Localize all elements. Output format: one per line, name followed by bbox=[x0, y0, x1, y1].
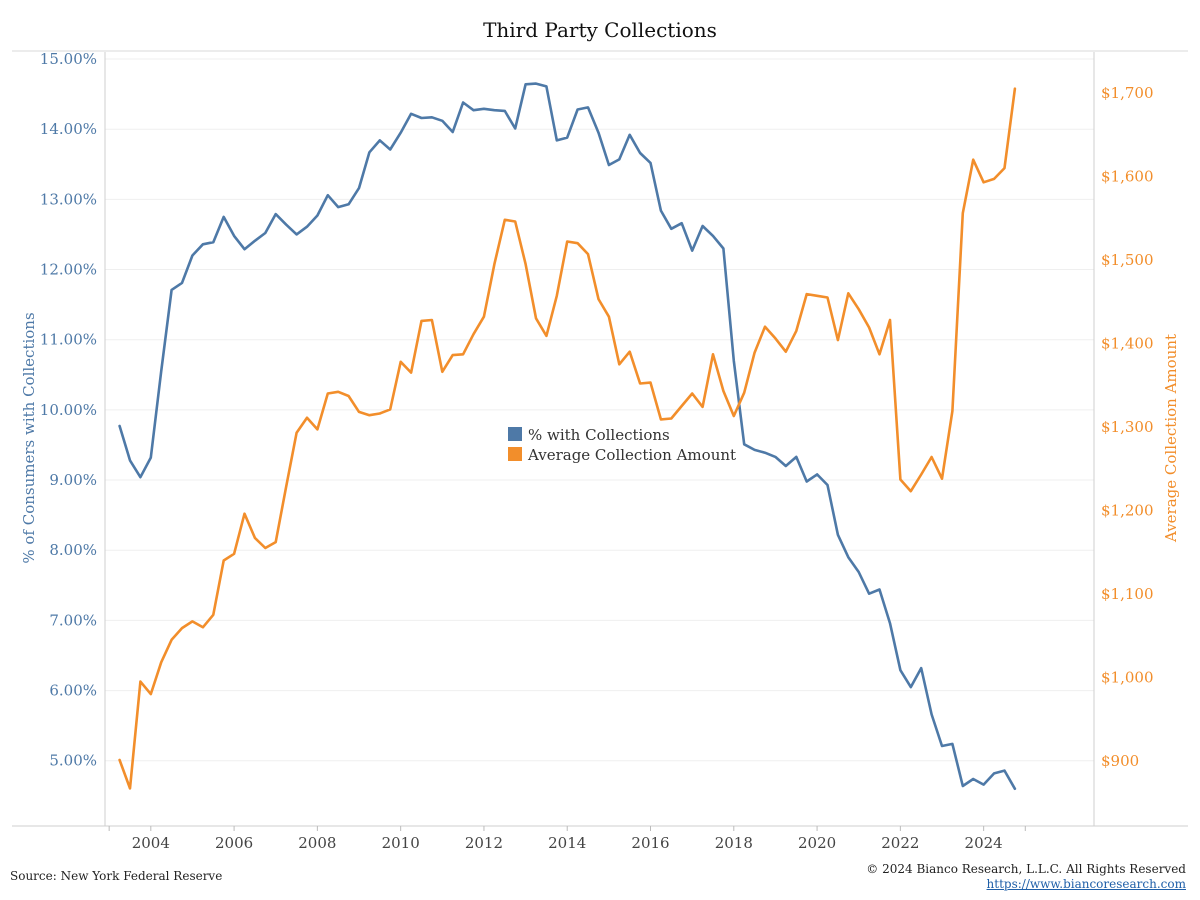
right-tick-label: $1,200 bbox=[1101, 501, 1154, 519]
left-tick-label: 6.00% bbox=[49, 682, 97, 700]
left-tick-label: 13.00% bbox=[40, 190, 97, 208]
left-tick-label: 5.00% bbox=[49, 752, 97, 770]
right-axis-label: Average Collection Amount bbox=[1162, 334, 1180, 543]
copyright-text: © 2024 Bianco Research, L.L.C. All Right… bbox=[866, 862, 1186, 876]
x-tick-label: 2022 bbox=[881, 834, 919, 852]
right-tick-label: $1,500 bbox=[1101, 251, 1154, 269]
left-tick-label: 12.00% bbox=[40, 261, 97, 279]
x-tick-label: 2008 bbox=[298, 834, 336, 852]
gridlines bbox=[105, 58, 1094, 762]
right-y-axis: $900 $1,000 $1,100 $1,200 $1,300 $1,400 $1,500… bbox=[1101, 84, 1154, 770]
plot-frame bbox=[12, 52, 1188, 827]
legend-swatch-pct bbox=[508, 427, 522, 441]
right-tick-label: $1,000 bbox=[1101, 668, 1154, 686]
pct-collections-line bbox=[118, 82, 1017, 791]
right-tick-label: $1,700 bbox=[1101, 84, 1154, 102]
legend-label-pct: % with Collections bbox=[528, 426, 670, 444]
source-note: Source: New York Federal Reserve bbox=[10, 869, 223, 883]
x-tick-label: 2016 bbox=[631, 834, 669, 852]
legend-swatch-amount bbox=[508, 447, 522, 461]
x-tick-label: 2006 bbox=[215, 834, 253, 852]
left-axis-label: % of Consumers with Collections bbox=[20, 312, 38, 563]
x-tick-label: 2020 bbox=[798, 834, 836, 852]
x-tick-label: 2014 bbox=[548, 834, 586, 852]
left-tick-label: 15.00% bbox=[40, 50, 97, 68]
x-tick-label: 2004 bbox=[132, 834, 170, 852]
x-tick-label: 2012 bbox=[465, 834, 503, 852]
left-tick-label: 9.00% bbox=[49, 471, 97, 489]
left-tick-label: 7.00% bbox=[49, 611, 97, 629]
legend: % with Collections Average Collection Am… bbox=[508, 426, 736, 464]
avg-collection-amount-line bbox=[118, 87, 1017, 790]
copyright-block: © 2024 Bianco Research, L.L.C. All Right… bbox=[866, 862, 1186, 892]
x-tick-label: 2018 bbox=[715, 834, 753, 852]
left-tick-label: 11.00% bbox=[40, 331, 97, 349]
right-tick-label: $1,100 bbox=[1101, 585, 1154, 603]
x-tick-label: 2010 bbox=[382, 834, 420, 852]
series-lines bbox=[118, 82, 1017, 791]
x-tick-label: 2024 bbox=[965, 834, 1003, 852]
right-tick-label: $1,300 bbox=[1101, 418, 1154, 436]
right-tick-label: $900 bbox=[1101, 752, 1139, 770]
right-tick-label: $1,400 bbox=[1101, 334, 1154, 352]
left-y-axis: 5.00% 6.00% 7.00% 8.00% 9.00% 10.00% 11.00% 12.… bbox=[40, 50, 97, 770]
chart-title: Third Party Collections bbox=[483, 18, 717, 42]
left-tick-label: 10.00% bbox=[40, 401, 97, 419]
legend-label-amount: Average Collection Amount bbox=[527, 446, 736, 464]
website-link[interactable]: https://www.biancoresearch.com bbox=[986, 877, 1186, 891]
left-tick-label: 8.00% bbox=[49, 541, 97, 559]
x-axis: 2004 2006 2008 2010 2012 2014 2016 2018 2020 2022… bbox=[108, 826, 1026, 852]
right-tick-label: $1,600 bbox=[1101, 167, 1154, 185]
left-tick-label: 14.00% bbox=[40, 120, 97, 138]
